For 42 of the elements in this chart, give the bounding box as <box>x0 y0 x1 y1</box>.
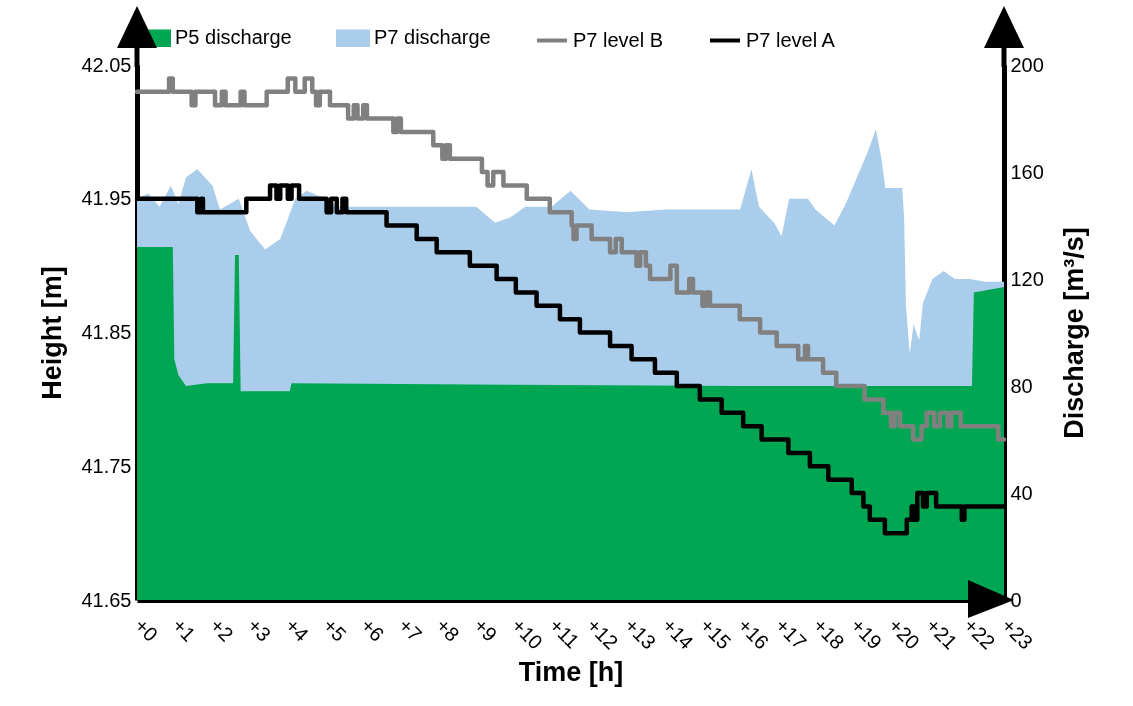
x-tick-label: +10 <box>507 614 547 654</box>
x-tick-label: +14 <box>658 614 698 654</box>
x-tick-label: +18 <box>808 614 849 654</box>
legend-label: P7 discharge <box>374 26 491 49</box>
y2-tick-label: 160 <box>1010 160 1044 183</box>
x-tick-label: +8 <box>431 614 464 646</box>
x-tick-label: +5 <box>318 614 351 646</box>
y-tick-label: 41.75 <box>81 454 132 477</box>
y2-axis-title: Discharge [m³/s] <box>1058 227 1089 439</box>
x-tick-label: +17 <box>771 614 811 654</box>
x-tick-label: +4 <box>281 614 313 646</box>
y-tick-label: 42.05 <box>81 53 132 76</box>
x-tick-label: +1 <box>168 614 200 646</box>
x-tick-label: +19 <box>846 614 887 654</box>
y-tick-label: 41.85 <box>81 321 132 343</box>
y2-tick-label: 200 <box>1010 53 1044 76</box>
y2-tick-label: 80 <box>1010 374 1033 397</box>
x-tick-label: +20 <box>884 614 924 654</box>
x-tick-label: +2 <box>205 614 238 646</box>
y2-tick-label: 40 <box>1010 481 1033 504</box>
x-tick-label: +7 <box>394 614 426 646</box>
x-tick-label: +13 <box>620 614 661 654</box>
y2-tick-label: 0 <box>1010 588 1022 611</box>
y-axis-title: Height [m] <box>37 266 68 400</box>
x-tick-label: +12 <box>582 614 623 654</box>
legend-label: P7 level A <box>746 28 836 51</box>
x-tick-label: +0 <box>130 614 163 646</box>
x-tick-label: +21 <box>922 614 962 654</box>
x-tick-label: +11 <box>545 614 584 653</box>
x-axis-title: Time [h] <box>518 656 624 687</box>
x-tick-label: +3 <box>243 614 276 646</box>
x-tick-label: +22 <box>959 614 1000 654</box>
x-tick-label: +9 <box>469 614 502 646</box>
y-tick-label: 41.95 <box>81 187 132 210</box>
y-tick-label: 41.65 <box>81 588 132 611</box>
x-tick-label: +15 <box>695 614 736 654</box>
x-tick-label: +23 <box>997 614 1037 654</box>
legend-label: P7 level B <box>573 28 664 51</box>
x-tick-label: +16 <box>733 614 774 654</box>
y2-tick-label: 120 <box>1010 267 1044 290</box>
legend-label: P5 discharge <box>175 26 292 49</box>
x-tick-label: +6 <box>356 614 389 646</box>
